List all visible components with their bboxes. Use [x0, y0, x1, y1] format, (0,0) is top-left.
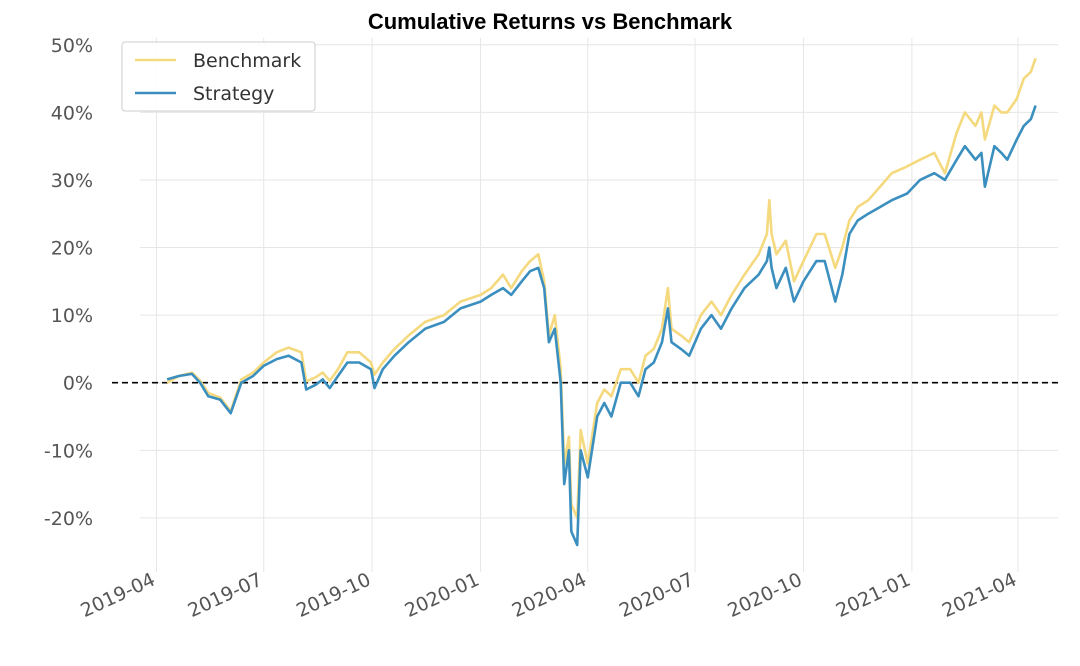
x-tick-label: 2020-07: [616, 569, 697, 622]
x-tick-label: 2019-07: [185, 569, 266, 622]
x-tick-label: 2020-04: [509, 569, 590, 622]
legend: Benchmark Strategy: [121, 41, 316, 112]
y-tick-label: 50%: [51, 35, 93, 57]
chart-title: Cumulative Returns vs Benchmark: [368, 9, 733, 34]
y-tick-label: -20%: [44, 508, 93, 530]
x-tick-label: 2019-04: [77, 569, 158, 622]
legend-label-benchmark: Benchmark: [193, 50, 301, 72]
x-tick-label: 2019-10: [293, 569, 374, 622]
x-tick-label: 2020-01: [401, 569, 482, 622]
y-tick-label: 30%: [51, 170, 93, 192]
x-axis-ticks: 2019-04 2019-07 2019-10 2020-01 2020-04 2020-…: [77, 569, 1020, 622]
y-tick-label: 20%: [51, 238, 93, 260]
grid: [140, 38, 1058, 572]
series-line-strategy: [166, 105, 1037, 547]
series-line-benchmark: [166, 57, 1037, 520]
y-tick-label: 40%: [51, 102, 93, 124]
legend-label-strategy: Strategy: [193, 83, 274, 105]
x-tick-label: 2020-10: [724, 569, 805, 622]
x-tick-label: 2021-01: [833, 569, 914, 622]
y-tick-label: -10%: [44, 440, 93, 462]
y-tick-label: 0%: [63, 373, 93, 395]
x-tick-label: 2021-04: [939, 569, 1020, 622]
series-lines: [166, 57, 1037, 547]
y-tick-label: 10%: [51, 305, 93, 327]
y-axis-ticks: 50% 40% 30% 20% 10% 0% -10% -20%: [44, 35, 93, 530]
